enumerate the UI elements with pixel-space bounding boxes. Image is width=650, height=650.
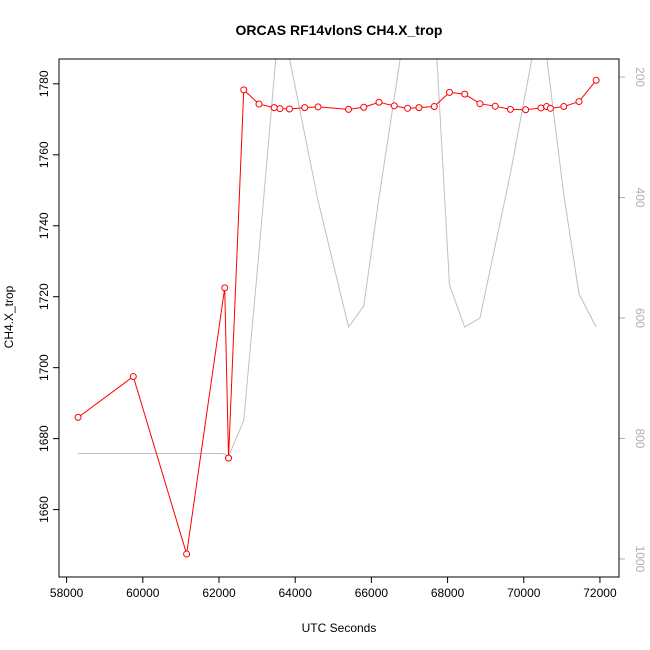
y-tick-label: 1720 bbox=[37, 283, 51, 310]
data-point bbox=[270, 104, 278, 112]
data-point bbox=[575, 98, 583, 106]
plot-frame bbox=[58, 58, 620, 578]
data-point bbox=[314, 103, 322, 111]
data-point bbox=[415, 104, 423, 112]
x-tick-label: 68000 bbox=[431, 586, 465, 600]
x-tick-label: 64000 bbox=[279, 586, 313, 600]
data-point bbox=[183, 550, 191, 558]
data-point bbox=[285, 105, 293, 113]
y-tick-label: 1780 bbox=[37, 70, 51, 97]
data-point bbox=[537, 104, 545, 112]
data-point bbox=[390, 102, 398, 110]
data-point bbox=[240, 86, 248, 94]
data-point bbox=[360, 103, 368, 111]
y-axis-label: CH4.X_trop bbox=[2, 285, 16, 348]
data-point bbox=[129, 373, 137, 381]
data-point bbox=[301, 104, 309, 112]
y2-tick-label: 800 bbox=[633, 428, 647, 448]
x-tick-label: 60000 bbox=[126, 586, 160, 600]
y2-tick-label: 600 bbox=[633, 308, 647, 328]
y-tick-label: 1680 bbox=[37, 425, 51, 452]
data-point bbox=[276, 105, 284, 113]
data-point bbox=[560, 103, 568, 111]
data-point bbox=[345, 105, 353, 113]
data-point bbox=[506, 105, 514, 113]
series-line-secondary bbox=[78, 59, 597, 458]
x-tick-label: 66000 bbox=[355, 586, 389, 600]
data-point bbox=[546, 104, 554, 112]
x-tick-label: 72000 bbox=[583, 586, 617, 600]
data-point bbox=[225, 454, 233, 462]
x-tick-label: 58000 bbox=[50, 586, 84, 600]
data-point bbox=[404, 104, 412, 112]
data-point bbox=[522, 106, 530, 114]
chart-title: ORCAS RF14vlonS CH4.X_trop bbox=[236, 22, 443, 38]
x-tick-label: 70000 bbox=[507, 586, 541, 600]
data-point bbox=[221, 284, 229, 292]
data-point bbox=[430, 103, 438, 111]
data-point bbox=[476, 100, 484, 108]
data-point bbox=[491, 102, 499, 110]
plot-series bbox=[74, 59, 600, 558]
y-tick-label: 1700 bbox=[37, 354, 51, 381]
y-tick-label: 1760 bbox=[37, 141, 51, 168]
data-point bbox=[255, 100, 263, 108]
data-point bbox=[445, 88, 453, 96]
data-point bbox=[375, 98, 383, 106]
x-axis-label: UTC Seconds bbox=[302, 621, 377, 635]
y2-tick-label: 1000 bbox=[633, 546, 647, 573]
data-point bbox=[74, 413, 82, 421]
axes: 58000 60000 62000 64000 66000 68000 70000 72000… bbox=[37, 67, 647, 600]
y-tick-label: 1740 bbox=[37, 212, 51, 239]
y2-tick-label: 200 bbox=[633, 67, 647, 87]
data-point bbox=[461, 90, 469, 98]
series-line-primary bbox=[77, 79, 597, 555]
data-point bbox=[592, 76, 600, 84]
y-tick-label: 1660 bbox=[37, 496, 51, 523]
y2-tick-label: 400 bbox=[633, 188, 647, 208]
x-tick-label: 62000 bbox=[202, 586, 236, 600]
